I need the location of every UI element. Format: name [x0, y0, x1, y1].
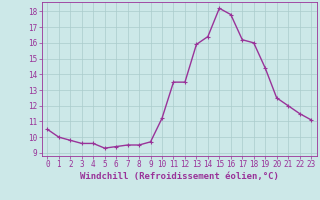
X-axis label: Windchill (Refroidissement éolien,°C): Windchill (Refroidissement éolien,°C) [80, 172, 279, 181]
